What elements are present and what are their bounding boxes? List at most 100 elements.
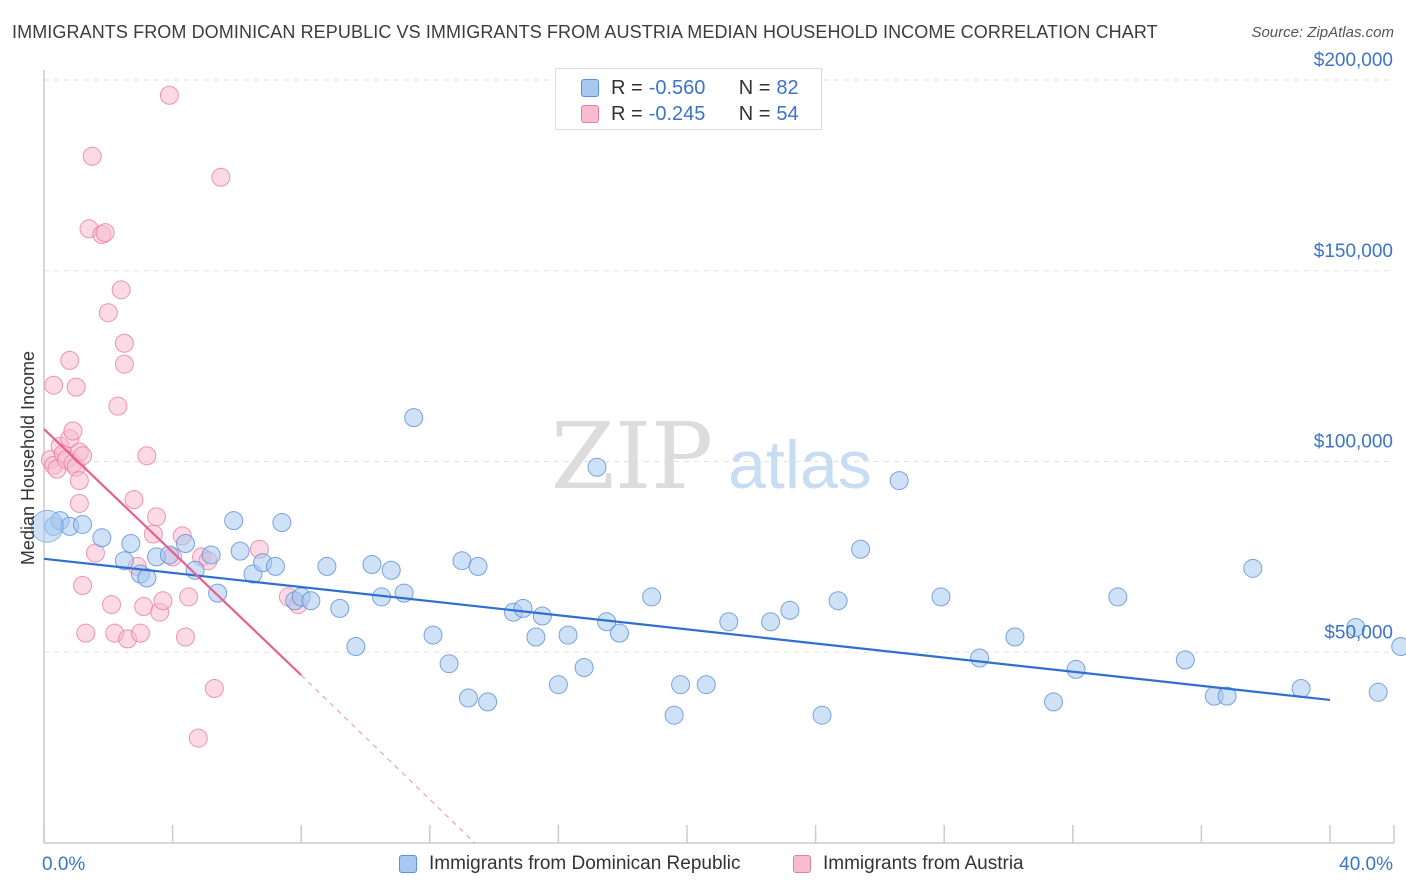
point-dominican bbox=[272, 513, 292, 533]
point-dominican bbox=[513, 598, 533, 618]
stats-row-austria: R = -0.245 N = 54 bbox=[581, 101, 799, 127]
legend-label-austria: Immigrants from Austria bbox=[823, 853, 1024, 874]
point-austria bbox=[108, 396, 128, 416]
point-dominican bbox=[1217, 686, 1237, 706]
n-label: N = bbox=[738, 76, 771, 99]
point-austria bbox=[95, 223, 115, 243]
point-austria bbox=[134, 596, 154, 616]
r-value-dominican: -0.560 bbox=[648, 76, 706, 99]
stats-swatch-pink bbox=[581, 105, 599, 123]
n-label: N = bbox=[738, 102, 771, 125]
point-austria bbox=[175, 627, 195, 647]
point-dominican bbox=[265, 556, 285, 576]
point-dominican bbox=[381, 560, 401, 580]
r-label: R = bbox=[611, 76, 643, 99]
x-tick-label-min: 0.0% bbox=[42, 854, 85, 875]
r-value-austria: -0.245 bbox=[648, 102, 706, 125]
point-dominican bbox=[201, 545, 221, 565]
point-dominican bbox=[780, 600, 800, 620]
point-dominican bbox=[1175, 650, 1195, 670]
point-austria bbox=[102, 595, 122, 615]
point-austria bbox=[114, 354, 134, 374]
trend-lines bbox=[43, 428, 1331, 844]
point-austria bbox=[124, 490, 144, 510]
point-dominican bbox=[468, 556, 488, 576]
point-dominican bbox=[812, 705, 832, 725]
point-austria bbox=[211, 167, 231, 187]
axes bbox=[43, 70, 1395, 844]
point-dominican bbox=[404, 408, 424, 428]
point-dominican bbox=[159, 545, 179, 565]
watermark-atlas: atlas bbox=[728, 427, 872, 503]
point-dominican bbox=[558, 625, 578, 645]
y-tick-label: $100,000 bbox=[1314, 432, 1393, 453]
point-dominican bbox=[1044, 692, 1064, 712]
stats-box: R = -0.560 N = 82 R = -0.245 N = 54 bbox=[555, 68, 822, 130]
point-dominican bbox=[532, 606, 552, 626]
point-austria bbox=[76, 623, 96, 643]
point-austria bbox=[204, 678, 224, 698]
watermark-zip: ZIP bbox=[551, 403, 713, 510]
point-austria bbox=[69, 471, 89, 491]
point-dominican bbox=[452, 551, 472, 571]
point-dominican bbox=[574, 658, 594, 678]
point-austria bbox=[137, 446, 157, 466]
point-austria bbox=[111, 280, 131, 300]
trend-line-dominican bbox=[43, 557, 1331, 702]
point-austria bbox=[69, 493, 89, 513]
point-dominican bbox=[362, 555, 382, 575]
point-dominican bbox=[73, 514, 93, 534]
point-dominican bbox=[719, 612, 739, 632]
x-tick-label-max: 40.0% bbox=[1339, 854, 1393, 875]
source-label: Source: ZipAtlas.com bbox=[1251, 24, 1394, 41]
legend-item-dominican[interactable]: Immigrants from Dominican Republic bbox=[399, 852, 741, 876]
point-dominican bbox=[609, 623, 629, 643]
point-austria bbox=[82, 146, 102, 166]
point-dominican bbox=[346, 637, 366, 657]
point-dominican bbox=[301, 591, 321, 611]
trend-line-austria-extension bbox=[300, 674, 476, 844]
y-axis-label: Median Household Income bbox=[18, 351, 38, 565]
stats-row-dominican: R = -0.560 N = 82 bbox=[581, 75, 799, 101]
point-dominican bbox=[423, 625, 443, 645]
point-austria bbox=[130, 623, 150, 643]
legend-swatch-blue bbox=[399, 855, 417, 873]
point-austria bbox=[114, 333, 134, 353]
point-dominican bbox=[696, 675, 716, 695]
point-dominican bbox=[175, 534, 195, 554]
point-dominican bbox=[664, 705, 684, 725]
point-dominican bbox=[1346, 617, 1366, 637]
point-dominican bbox=[230, 541, 250, 561]
n-value-austria: 54 bbox=[776, 102, 799, 125]
point-austria bbox=[159, 85, 179, 105]
point-dominican bbox=[761, 612, 781, 632]
point-dominican bbox=[889, 471, 909, 491]
gridlines bbox=[44, 79, 1394, 653]
point-dominican bbox=[317, 556, 337, 576]
y-tick-label: $50,000 bbox=[1324, 622, 1393, 643]
point-dominican bbox=[1391, 637, 1406, 657]
point-dominican bbox=[208, 583, 228, 603]
point-dominican bbox=[224, 511, 244, 531]
y-tick-label: $150,000 bbox=[1314, 241, 1393, 262]
point-dominican bbox=[931, 587, 951, 607]
point-dominican bbox=[642, 587, 662, 607]
axis-labels: $50,000 $100,000 $150,000 $200,000 0.0% 40.0%… bbox=[18, 50, 1393, 875]
watermark: ZIP atlas bbox=[551, 403, 872, 510]
point-dominican bbox=[439, 654, 459, 674]
point-dominican bbox=[828, 591, 848, 611]
y-tick-label: $200,000 bbox=[1314, 50, 1393, 71]
point-austria bbox=[60, 350, 80, 370]
point-dominican bbox=[1108, 587, 1128, 607]
point-dominican bbox=[1243, 558, 1263, 578]
point-dominican bbox=[548, 675, 568, 695]
legend-item-austria[interactable]: Immigrants from Austria bbox=[793, 852, 1024, 876]
trend-line-austria bbox=[43, 428, 302, 676]
point-austria bbox=[153, 591, 173, 611]
point-austria bbox=[66, 377, 86, 397]
legend-label-dominican: Immigrants from Dominican Republic bbox=[429, 853, 741, 874]
stats-swatch-blue bbox=[581, 79, 599, 97]
n-value-dominican: 82 bbox=[776, 76, 799, 99]
point-dominican bbox=[121, 534, 141, 554]
